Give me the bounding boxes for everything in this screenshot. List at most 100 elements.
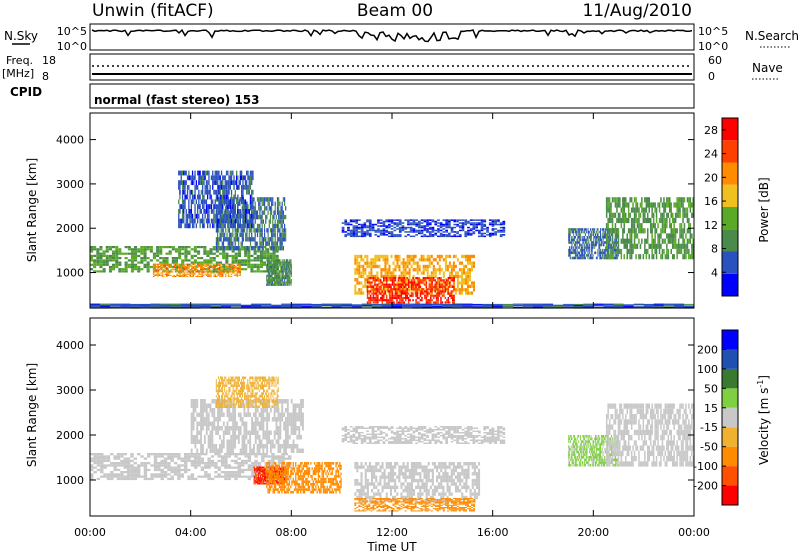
nave-tick-low: 0 [708,70,715,83]
power-cell-r3 [238,209,240,214]
power-cell-r0 [105,261,109,264]
power-cell-r9 [608,243,611,249]
power-cell-r10 [402,304,413,306]
power-cell-r3 [251,194,253,200]
power-cell-r1 [213,265,215,267]
power-cell-r9 [674,217,677,224]
power-cell-r8 [579,241,581,244]
power-cell-r7 [483,220,487,223]
power-cell-r4 [289,277,291,280]
power-cell-r10 [452,303,463,305]
power-cell-r6 [372,294,375,297]
power-cell-r5 [454,264,457,269]
power-cell-r9 [630,254,633,260]
power-cell-r6 [366,285,369,288]
power-cell-r0 [174,248,178,251]
power-cell-r9 [670,202,672,208]
power-cell-r6 [444,281,447,284]
power-cell-r8 [591,248,593,252]
power-cell-r2 [268,201,270,206]
power-cell-r0 [152,252,156,255]
power-cell-r6 [440,283,442,286]
power-cell-r3 [210,209,213,214]
power-cell-r7 [360,235,364,238]
power-cell-r9 [654,223,656,229]
power-cell-r2 [264,210,266,215]
power-cell-r9 [632,202,634,208]
power-cell-r9 [676,197,678,203]
power-cell-r4 [266,281,268,284]
power-cell-r3 [188,185,190,190]
power-cell-r5 [408,274,411,279]
power-cell-r0 [269,257,273,260]
power-cell-r0 [256,254,260,257]
power-cell-r5 [386,278,389,282]
power-cell-r5 [364,268,367,272]
power-cell-r5 [467,284,469,288]
power-cell-r3 [224,180,226,185]
power-cell-r8 [584,236,586,239]
power-cell-r9 [642,228,645,234]
power-cell-r10 [412,305,423,307]
power-cell-r8 [583,238,585,242]
power-cell-r9 [667,254,670,260]
power-cell-r2 [238,237,240,242]
power-cell-r2 [258,206,260,211]
power-cell-r2 [267,241,269,246]
power-cell-r7 [344,222,348,224]
power-cell-r3 [252,218,254,224]
power-cell-r6 [453,294,455,297]
power-cell-r4 [287,279,289,282]
power-cell-r4 [282,281,284,284]
power-cell-r7 [439,232,443,235]
power-cell-r1 [229,270,231,272]
power-cell-r0 [130,257,134,260]
power-cell-r9 [688,217,690,224]
power-cell-r9 [639,243,642,249]
power-cell-r7 [390,219,394,221]
power-cell-r1 [191,265,193,267]
power-cell-r1 [238,274,240,276]
power-cell-r6 [400,294,403,297]
power-cell-r2 [267,228,269,233]
power-cell-r1 [163,265,165,267]
power-cell-r3 [224,189,226,195]
power-cell-r3 [191,170,194,176]
power-cell-r1 [211,272,214,274]
power-cell-r0 [181,261,185,264]
power-cell-r8 [587,246,589,249]
power-cell-r9 [619,197,621,203]
power-cell-r3 [252,213,254,219]
power-cell-r3 [229,170,231,176]
power-cell-r7 [445,235,448,238]
power-cell-r6 [399,290,401,293]
power-cell-r8 [607,243,609,247]
power-cell-r9 [664,202,667,208]
power-cell-r1 [236,268,239,270]
power-cell-r3 [180,223,182,229]
power-cell-r9 [666,212,668,218]
power-cell-r1 [232,271,234,273]
power-cell-r6 [412,277,414,280]
power-cell-r6 [400,296,403,300]
power-cell-r0 [203,252,207,255]
power-cell-r0 [99,263,103,266]
power-cell-r9 [605,223,608,229]
power-cell-r8 [600,243,602,247]
power-cell-r4 [276,265,278,269]
power-cell-r2 [274,228,276,233]
power-cell-r2 [284,197,286,202]
power-cell-r6 [421,299,423,302]
power-cell-r0 [228,254,232,257]
power-cell-r8 [575,254,577,257]
power-cell-r6 [425,277,428,280]
power-cell-r0 [165,246,169,249]
power-cell-r10 [180,306,191,308]
power-cell-r6 [434,290,436,293]
power-cell-r3 [218,204,220,209]
power-cell-r8 [603,243,605,247]
power-cell-r9 [689,228,692,234]
power-cell-r3 [178,170,180,176]
power-cell-r2 [256,241,259,246]
power-cell-r6 [388,277,391,280]
